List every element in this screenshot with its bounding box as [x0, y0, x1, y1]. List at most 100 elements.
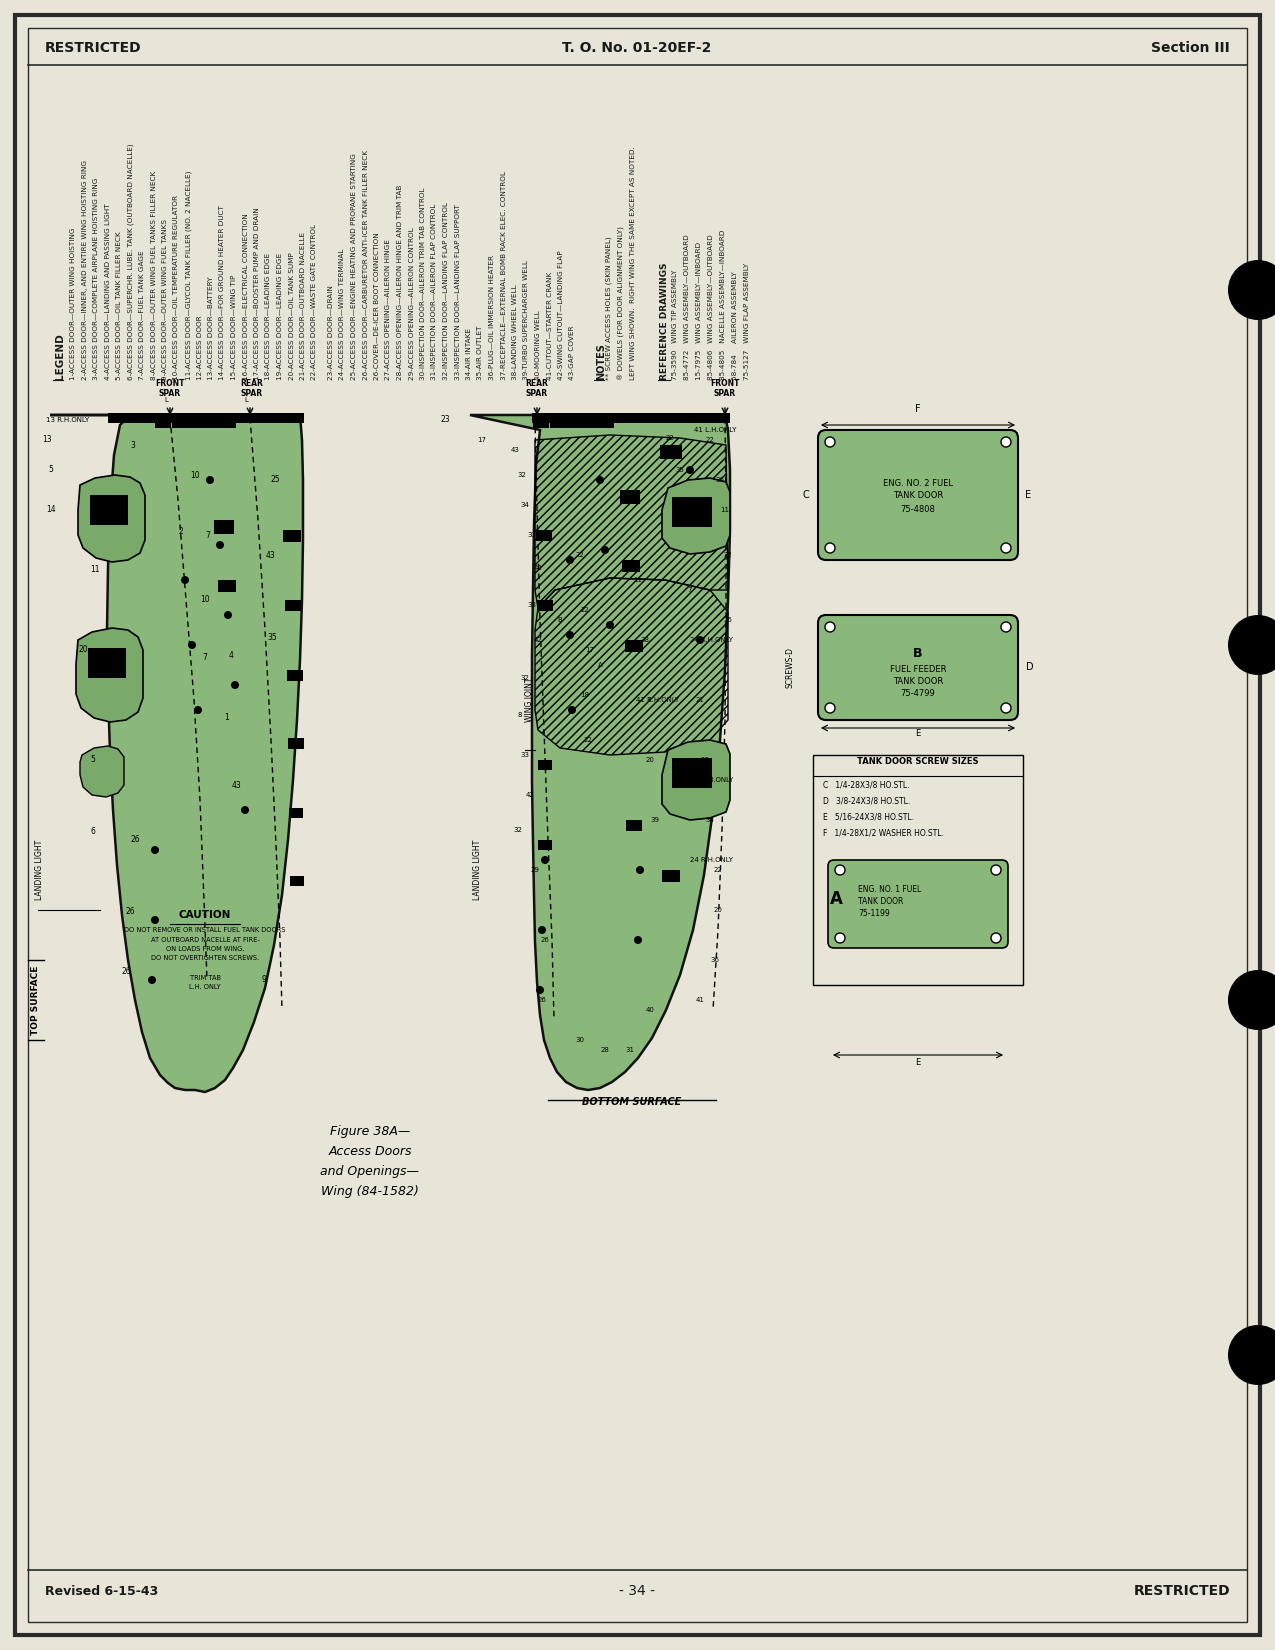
Text: TRIM TAB: TRIM TAB [190, 975, 221, 980]
Text: 1-ACCESS DOOR—OUTER WING HOISTING: 1-ACCESS DOOR—OUTER WING HOISTING [70, 228, 76, 380]
FancyBboxPatch shape [827, 860, 1009, 949]
Text: TANK DOOR: TANK DOOR [892, 490, 944, 500]
Text: 41-CUTOUT—STARTER CRANK: 41-CUTOUT—STARTER CRANK [547, 272, 552, 380]
Text: 22: 22 [666, 436, 674, 441]
Circle shape [215, 541, 224, 549]
Text: FRONT
SPAR: FRONT SPAR [156, 378, 185, 398]
Text: 19-ACCESS DOOR—LEADING EDGE: 19-ACCESS DOOR—LEADING EDGE [277, 252, 283, 380]
Circle shape [538, 926, 546, 934]
Circle shape [1228, 615, 1275, 675]
Text: 42: 42 [534, 564, 542, 571]
Text: 20: 20 [645, 757, 654, 762]
Text: 2-ACCESS DOOR—INNER, AND ENTIRE WING HOISTING RING: 2-ACCESS DOOR—INNER, AND ENTIRE WING HOI… [82, 160, 88, 380]
Text: FRONT
SPAR: FRONT SPAR [710, 378, 740, 398]
Circle shape [150, 916, 159, 924]
Text: 14-ACCESS DOOR—FOR GROUND HEATER DUCT: 14-ACCESS DOOR—FOR GROUND HEATER DUCT [219, 205, 226, 380]
Text: LANDING LIGHT: LANDING LIGHT [36, 840, 45, 901]
Text: Section III: Section III [1151, 41, 1230, 54]
Text: D   3/8-24X3/8 HO.STL.: D 3/8-24X3/8 HO.STL. [822, 797, 910, 805]
Polygon shape [470, 416, 731, 1091]
Text: 75-5127   WING FLAP ASSEMBLY: 75-5127 WING FLAP ASSEMBLY [745, 262, 750, 380]
Text: AT OUTBOARD NACELLE AT FIRE-: AT OUTBOARD NACELLE AT FIRE- [150, 937, 259, 942]
Circle shape [224, 610, 232, 619]
Text: B: B [913, 647, 923, 660]
Text: 18: 18 [580, 691, 589, 698]
Text: 7: 7 [687, 587, 692, 592]
Circle shape [825, 543, 835, 553]
Text: 26: 26 [724, 617, 732, 624]
Bar [283, 530, 301, 541]
Text: 26: 26 [125, 908, 135, 916]
Polygon shape [662, 739, 731, 820]
Text: L: L [164, 398, 168, 403]
Text: 32-INSPECTION DOOR—LANDING FLAP CONTROL: 32-INSPECTION DOOR—LANDING FLAP CONTROL [442, 203, 449, 380]
Text: 40: 40 [645, 1006, 654, 1013]
Text: 20: 20 [78, 645, 88, 655]
Text: BOTTOM SURFACE: BOTTOM SURFACE [583, 1097, 682, 1107]
Text: 27-ACCESS OPENING—AILERON HINGE: 27-ACCESS OPENING—AILERON HINGE [385, 239, 391, 380]
Circle shape [1001, 703, 1011, 713]
Text: 22: 22 [714, 866, 723, 873]
Text: ® DOWELS (FOR DOOR ALIGNMENT ONLY): ® DOWELS (FOR DOOR ALIGNMENT ONLY) [618, 226, 625, 380]
Text: 15-ACCESS DOOR—WING TIP: 15-ACCESS DOOR—WING TIP [231, 274, 237, 380]
Text: 58-784     AILERON ASSEMBLY: 58-784 AILERON ASSEMBLY [732, 271, 738, 380]
Bar [214, 520, 235, 535]
Text: 7: 7 [205, 531, 210, 540]
Circle shape [541, 856, 550, 865]
Text: 15-7975   WING ASSEMBLY—INBOARD: 15-7975 WING ASSEMBLY—INBOARD [696, 243, 703, 380]
Text: 42: 42 [525, 792, 534, 799]
Bar [108, 412, 303, 422]
Text: REFERENCE DRAWINGS: REFERENCE DRAWINGS [660, 262, 669, 380]
Text: 4: 4 [228, 650, 233, 660]
Bar [566, 417, 581, 427]
Text: 18-ACCESS DOOR—LEADING EDGE: 18-ACCESS DOOR—LEADING EDGE [265, 252, 272, 380]
Text: 33: 33 [520, 752, 529, 757]
Text: 1: 1 [224, 713, 229, 723]
Circle shape [991, 932, 1001, 944]
Text: 24 L.H.ONLY: 24 L.H.ONLY [691, 777, 733, 784]
Bar [289, 876, 303, 886]
Text: - 34 -: - 34 - [618, 1584, 655, 1597]
Text: LEFT WING SHOWN.  RIGHT WING THE SAME EXCEPT AS NOTED.: LEFT WING SHOWN. RIGHT WING THE SAME EXC… [630, 147, 636, 380]
Bar [156, 417, 171, 427]
Bar [672, 757, 711, 789]
Text: 17: 17 [478, 437, 487, 442]
Text: RESTRICTED: RESTRICTED [1133, 1584, 1230, 1597]
Bar [221, 417, 236, 427]
Circle shape [835, 865, 845, 874]
Text: 39-TURBO SUPERCHARGER WELL: 39-TURBO SUPERCHARGER WELL [524, 261, 529, 380]
Text: 26-ACCESS DOOR—CARBURETOR ANTI-ICER TANK FILLER NECK: 26-ACCESS DOOR—CARBURETOR ANTI-ICER TANK… [362, 150, 368, 380]
Circle shape [696, 635, 704, 644]
Text: 33-INSPECTION DOOR—LANDING FLAP SUPPORT: 33-INSPECTION DOOR—LANDING FLAP SUPPORT [454, 205, 460, 380]
Bar [532, 412, 731, 422]
Text: E   5/16-24X3/8 HO.STL.: E 5/16-24X3/8 HO.STL. [822, 813, 914, 822]
Circle shape [601, 546, 609, 554]
Text: 6: 6 [91, 828, 96, 837]
Text: 8-ACCESS DOOR—OUTER WING FUEL TANKS FILLER NECK: 8-ACCESS DOOR—OUTER WING FUEL TANKS FILL… [150, 170, 157, 380]
Text: 26: 26 [538, 997, 547, 1003]
Text: 5: 5 [48, 465, 54, 475]
Text: 11-ACCESS DOOR—GLYCOL TANK FILLER (NO. 2 NACELLE): 11-ACCESS DOOR—GLYCOL TANK FILLER (NO. 2… [185, 170, 191, 380]
Text: 43-GAP COVER: 43-GAP COVER [570, 325, 575, 380]
Text: L: L [244, 398, 249, 403]
Polygon shape [76, 629, 143, 723]
Text: LANDING LIGHT: LANDING LIGHT [473, 840, 482, 901]
Text: Access Doors: Access Doors [328, 1145, 412, 1158]
Text: 24 R.H.ONLY: 24 R.H.ONLY [691, 637, 733, 644]
Text: 1: 1 [645, 696, 650, 703]
Text: 33: 33 [528, 531, 537, 538]
Bar [550, 417, 566, 427]
Text: 8: 8 [518, 713, 523, 718]
Bar [813, 756, 1023, 985]
Circle shape [825, 437, 835, 447]
Bar [672, 497, 711, 526]
Text: 75-3590   WING TIP ASSEMBLY: 75-3590 WING TIP ASSEMBLY [672, 269, 678, 380]
Circle shape [241, 805, 249, 813]
Text: C   1/4-28X3/8 HO.STL.: C 1/4-28X3/8 HO.STL. [822, 780, 909, 790]
Text: CAUTION: CAUTION [179, 911, 231, 921]
Text: E: E [1025, 490, 1031, 500]
Text: 22: 22 [575, 553, 584, 558]
Bar [626, 820, 643, 832]
Bar [662, 870, 680, 883]
Text: 2: 2 [179, 528, 184, 536]
